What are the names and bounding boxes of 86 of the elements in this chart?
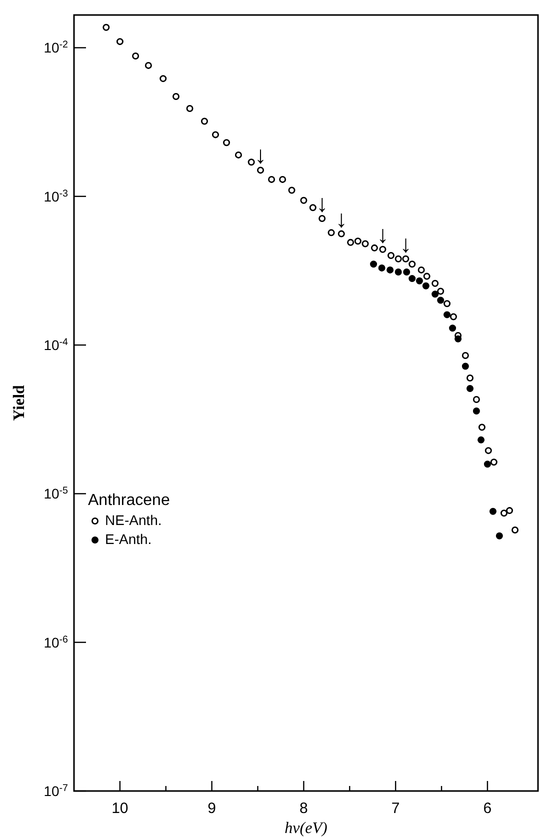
y-tick-label: 10$^{-6}$ — [44, 634, 69, 650]
annotation: ↓ — [335, 206, 348, 233]
point — [378, 264, 386, 272]
annotation: ↓ — [316, 190, 328, 218]
point — [288, 186, 296, 194]
point — [478, 436, 485, 444]
point — [478, 424, 486, 431]
point — [186, 105, 194, 112]
point — [347, 238, 354, 246]
point — [423, 272, 430, 280]
point — [300, 196, 308, 204]
point — [484, 460, 491, 468]
point — [257, 166, 264, 174]
annotation: ↓ — [400, 230, 412, 258]
x-axis-title: hν(eV) — [284, 820, 328, 837]
x-tick-label: 9 — [208, 800, 216, 817]
point — [484, 447, 492, 454]
point — [408, 275, 416, 282]
point — [416, 277, 423, 284]
point — [403, 268, 410, 276]
point — [466, 385, 474, 392]
point — [500, 510, 508, 517]
point — [437, 296, 444, 304]
point — [387, 252, 394, 260]
point — [402, 255, 410, 262]
point — [496, 532, 503, 540]
point — [512, 526, 519, 534]
point — [362, 240, 369, 248]
legend-label: E-Anth. — [105, 531, 152, 547]
point — [370, 244, 378, 252]
point — [489, 508, 496, 515]
point — [408, 260, 416, 268]
point — [172, 92, 180, 100]
point — [450, 313, 457, 320]
point — [454, 335, 462, 342]
point — [160, 75, 167, 82]
point — [437, 288, 444, 295]
point — [386, 266, 394, 274]
y-tick-label: 10$^{-4}$ — [44, 336, 69, 354]
point — [432, 290, 439, 298]
point — [490, 458, 498, 466]
y-tick-label: 10$^{-7}$ — [44, 782, 68, 799]
point — [444, 311, 451, 318]
point — [144, 62, 152, 69]
point — [506, 507, 514, 514]
point — [394, 255, 402, 262]
point — [418, 266, 425, 274]
x-tick-label: 6 — [483, 800, 492, 817]
point — [472, 407, 480, 414]
annotation: ↓ — [254, 142, 267, 170]
point — [394, 268, 402, 276]
point — [449, 324, 456, 332]
point — [422, 282, 430, 290]
point — [248, 158, 255, 166]
point — [200, 118, 208, 125]
point — [234, 151, 242, 158]
point — [370, 260, 378, 268]
y-tick-label: 10$^{-2}$ — [44, 39, 68, 56]
legend-label: NE-Anth. — [105, 512, 162, 528]
legend-title: Anthracene — [88, 492, 170, 509]
point — [132, 52, 140, 60]
point — [379, 246, 386, 253]
point — [318, 214, 326, 222]
annotation: ↓ — [376, 221, 389, 248]
point — [279, 176, 286, 183]
point — [338, 230, 345, 238]
point — [212, 131, 219, 138]
point — [432, 280, 439, 287]
point — [466, 374, 474, 382]
point — [328, 229, 335, 236]
point — [462, 362, 469, 370]
x-tick-label: 8 — [300, 800, 308, 817]
y-tick-label: 10$^{-5}$ — [44, 485, 69, 502]
point — [444, 300, 451, 308]
point — [309, 204, 316, 212]
point — [462, 352, 469, 360]
point — [354, 238, 362, 245]
point — [223, 139, 230, 146]
point — [116, 38, 124, 46]
point — [472, 396, 480, 404]
y-axis-title: Yield — [11, 384, 28, 421]
point — [102, 24, 110, 31]
point — [268, 176, 276, 183]
x-tick-label: 10 — [112, 800, 128, 817]
x-tick-label: 7 — [391, 800, 400, 817]
y-tick-label: 10$^{-3}$ — [44, 188, 69, 204]
